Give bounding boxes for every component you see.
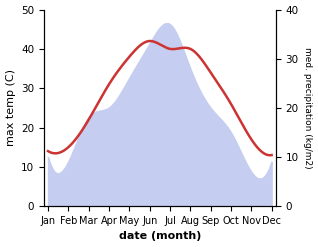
Y-axis label: med. precipitation (kg/m2): med. precipitation (kg/m2): [303, 47, 313, 169]
X-axis label: date (month): date (month): [119, 231, 201, 242]
Y-axis label: max temp (C): max temp (C): [5, 69, 16, 146]
